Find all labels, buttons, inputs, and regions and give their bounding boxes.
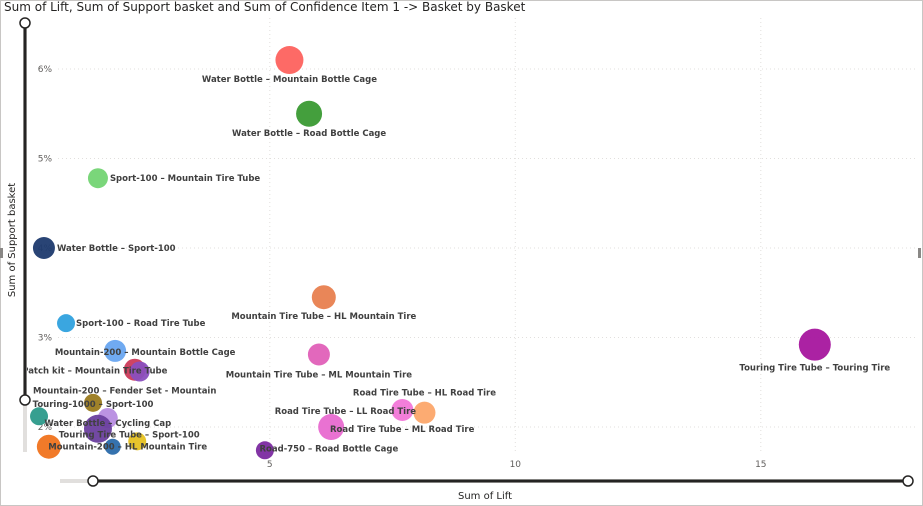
- data-point-label: Mountain-200 – Mountain Bottle Cage: [55, 348, 236, 358]
- data-point-label: Touring Tire Tube – Sport-100: [59, 430, 200, 440]
- data-point[interactable]: [413, 401, 436, 424]
- data-point[interactable]: [104, 339, 127, 362]
- data-point-label: Road Tire Tube – ML Road Tire: [330, 425, 475, 435]
- point-labels: Water Bottle – Mountain Bottle Cage Water…: [22, 75, 890, 454]
- data-point[interactable]: [84, 393, 103, 412]
- data-point[interactable]: [129, 361, 150, 382]
- data-point[interactable]: [87, 168, 108, 189]
- y-tick-label: 3%: [38, 334, 53, 344]
- data-point[interactable]: [311, 285, 336, 310]
- y-axis-title: Sum of Support basket: [7, 183, 18, 297]
- data-point[interactable]: [83, 414, 112, 443]
- data-point-label: Sport-100 – Mountain Tire Tube: [110, 174, 260, 184]
- chart-title: Sum of Lift, Sum of Support basket and S…: [4, 0, 526, 14]
- data-point-label: Sport-100 – Road Tire Tube: [76, 319, 206, 329]
- data-point-label: Water Bottle – Cycling Cap: [44, 419, 171, 429]
- y-tick-label: 6%: [38, 65, 53, 75]
- data-point-label: Mountain Tire Tube – ML Mountain Tire: [226, 371, 413, 381]
- data-point-label: Touring-1000 – Sport-100: [33, 400, 154, 410]
- data-point[interactable]: [307, 343, 330, 366]
- x-axis-title: Sum of Lift: [458, 491, 512, 502]
- data-point[interactable]: [255, 441, 274, 460]
- data-point-label: Road Tire Tube – HL Road Tire: [353, 389, 496, 399]
- y-tick-label: 2%: [38, 423, 53, 433]
- data-point[interactable]: [57, 314, 76, 333]
- data-point-label: Patch kit – Mountain Tire Tube: [22, 367, 167, 377]
- data-point[interactable]: [128, 432, 147, 451]
- data-point[interactable]: [32, 237, 55, 259]
- data-point[interactable]: [391, 398, 414, 421]
- right-resize-handle[interactable]: [918, 248, 921, 258]
- x-zoom-handle-left[interactable]: [87, 475, 99, 487]
- x-zoom-handle-right[interactable]: [902, 475, 914, 487]
- data-point-label: Touring Tire Tube – Touring Tire: [739, 364, 890, 374]
- data-point[interactable]: [798, 328, 831, 361]
- data-point-label: Road Tire Tube – LL Road Tire: [275, 407, 417, 417]
- data-point[interactable]: [30, 407, 49, 426]
- data-points: [30, 46, 831, 460]
- x-tick-label: 10: [510, 460, 522, 470]
- gridlines: [58, 18, 915, 452]
- data-point[interactable]: [318, 414, 345, 440]
- data-point-label: Water Bottle – Mountain Bottle Cage: [202, 75, 377, 85]
- data-point[interactable]: [275, 46, 304, 75]
- data-point-label: Mountain-200 – HL Mountain Tire: [48, 443, 207, 453]
- data-point-label: Water Bottle – Sport-100: [57, 244, 176, 254]
- data-point-label: Road-750 – Road Bottle Cage: [260, 444, 399, 454]
- y-zoom-handle-top[interactable]: [19, 17, 31, 29]
- y-zoom-handle-bottom[interactable]: [19, 394, 31, 406]
- left-resize-handle[interactable]: [0, 248, 3, 258]
- data-point-label: Mountain Tire Tube – HL Mountain Tire: [231, 312, 416, 322]
- data-point[interactable]: [36, 434, 61, 459]
- data-point-label: Water Bottle – Road Bottle Cage: [232, 129, 386, 139]
- x-tick-label: 15: [755, 460, 766, 470]
- data-point[interactable]: [296, 100, 323, 127]
- data-point[interactable]: [104, 438, 121, 455]
- x-tick-label: 5: [267, 460, 273, 470]
- y-tick-label: 5%: [38, 155, 53, 165]
- data-point-label: Mountain-200 – Fender Set - Mountain: [33, 387, 216, 397]
